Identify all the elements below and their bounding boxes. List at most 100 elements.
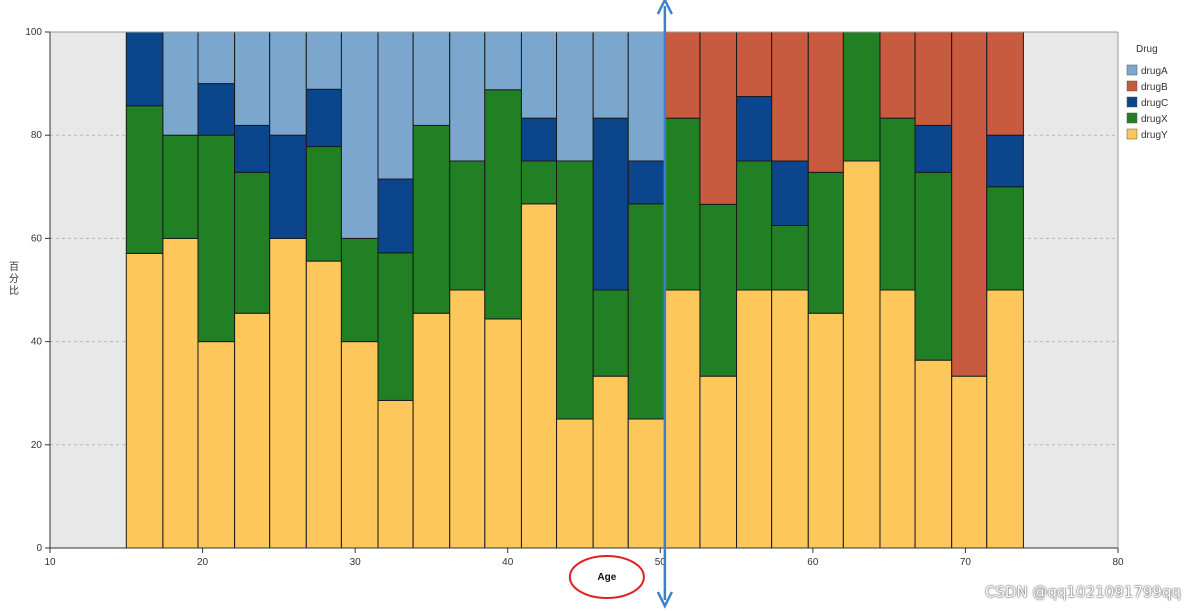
bar-segment-drugB: [986, 31, 1024, 136]
bar-segment-drugY: [449, 289, 486, 549]
bar-segment-drugC: [197, 83, 236, 136]
bar-segment-drugY: [377, 399, 414, 549]
bar-segment-drugX: [627, 203, 666, 420]
bar-segment-drugY: [842, 160, 881, 549]
bar-segment-drugC: [914, 124, 953, 173]
bar-segment-drugY: [879, 289, 916, 549]
bar-segment-drugY: [125, 252, 164, 549]
bar-segment-drugY: [520, 203, 558, 549]
bar-segment-drugA: [305, 31, 342, 90]
bar-segment-drugX: [484, 89, 522, 320]
bar-segment-drugY: [556, 418, 594, 549]
bar-segment-drugA: [269, 31, 307, 136]
bar-segment-drugX: [879, 117, 916, 291]
bar-segment-drugA: [592, 31, 629, 119]
bar-segment-drugY: [412, 312, 451, 549]
annotation-circle: [568, 555, 645, 599]
bar-segment-drugY: [197, 341, 236, 549]
bar-segment-drugC: [125, 31, 164, 107]
x-tick-label: 50: [655, 557, 667, 568]
annotation-arrow-top: [656, 0, 673, 15]
x-tick-label: 80: [1112, 557, 1124, 568]
bar-segment-drugX: [234, 171, 271, 314]
y-axis-title-char: 比: [9, 285, 19, 297]
bar-segment-drugX: [986, 186, 1024, 291]
y-axis-title-char: 百: [9, 261, 19, 273]
bar-segment-drugY: [771, 289, 809, 549]
bar-segment-drugY: [269, 237, 307, 549]
bar-segment-drugY: [951, 375, 988, 549]
bar-segment-drugX: [377, 252, 414, 401]
bar-segment-drugX: [449, 160, 486, 291]
bar-segment-drugC: [592, 117, 629, 291]
bar-segment-drugY: [592, 375, 629, 549]
bar-segment-drugB: [736, 31, 773, 97]
x-tick-label: 30: [350, 557, 362, 568]
bar-segment-drugX: [412, 124, 451, 314]
bar-segment-drugX: [162, 134, 199, 239]
bar-segment-drugA: [377, 31, 414, 180]
bar-segment-drugA: [520, 31, 558, 119]
bar-segment-drugY: [162, 237, 199, 549]
bar-segment-drugC: [234, 124, 271, 173]
legend-swatch-drugB: [1126, 80, 1138, 92]
bar-segment-drugY: [234, 312, 271, 549]
bar-segment-drugB: [914, 31, 953, 126]
bar-segment-drugY: [305, 260, 342, 549]
bar-segment-drugX: [340, 237, 379, 343]
x-tick-label: 40: [502, 557, 514, 568]
bar-segment-drugX: [807, 171, 844, 314]
bar-segment-drugA: [412, 31, 451, 126]
bar-segment-drugA: [449, 31, 486, 162]
x-axis-title: Age: [597, 572, 616, 583]
bar-segment-drugA: [556, 31, 594, 162]
watermark: CSDN @qq1021091799qq: [984, 583, 1181, 601]
bar-segment-drugC: [627, 160, 666, 205]
x-tick-label: 70: [960, 557, 972, 568]
x-tick-label: 20: [197, 557, 209, 568]
bar-segment-drugY: [664, 289, 701, 549]
bar-segment-drugX: [556, 160, 594, 420]
bar-segment-drugY: [340, 341, 379, 549]
bar-segment-drugC: [269, 134, 307, 239]
bar-segment-drugX: [125, 105, 164, 254]
bar-segment-drugB: [951, 31, 988, 377]
legend-swatch-drugY: [1126, 128, 1138, 140]
legend-label-drugX: drugX: [1141, 114, 1168, 125]
bar-segment-drugC: [736, 96, 773, 162]
bar-segment-drugY: [807, 312, 844, 549]
bar-segment-drugY: [699, 375, 738, 549]
bar-segment-drugB: [879, 31, 916, 119]
y-tick-label: 60: [31, 233, 43, 244]
bar-segment-drugC: [771, 160, 809, 226]
y-tick-label: 40: [31, 337, 43, 348]
bar-segment-drugA: [197, 31, 236, 85]
annotation-arrow-bottom: [656, 591, 673, 609]
bar-segment-drugX: [699, 203, 738, 377]
y-tick-label: 80: [31, 130, 43, 141]
bar-segment-drugA: [627, 31, 666, 162]
bar-segment-drugX: [520, 160, 558, 205]
bar-segment-drugY: [986, 289, 1024, 549]
bar-segment-drugY: [627, 418, 666, 549]
legend-swatch-drugC: [1126, 96, 1138, 108]
bar-segment-drugY: [484, 318, 522, 549]
x-tick-label: 60: [807, 557, 819, 568]
legend-label-drugC: drugC: [1141, 98, 1168, 109]
legend-label-drugA: drugA: [1141, 66, 1168, 77]
bar-segment-drugX: [736, 160, 773, 291]
bar-segment-drugY: [914, 359, 953, 549]
bar-segment-drugC: [986, 134, 1024, 188]
bar-segment-drugA: [234, 31, 271, 126]
bar-segment-drugX: [305, 146, 342, 262]
x-tick-label: 10: [44, 557, 56, 568]
bar-segment-drugX: [771, 225, 809, 291]
y-tick-label: 100: [25, 27, 42, 38]
legend-swatch-drugX: [1126, 112, 1138, 124]
legend-label-drugB: drugB: [1141, 82, 1168, 93]
bar-segment-drugB: [771, 31, 809, 162]
bar-segment-drugX: [664, 117, 701, 291]
bar-segment-drugA: [340, 31, 379, 239]
